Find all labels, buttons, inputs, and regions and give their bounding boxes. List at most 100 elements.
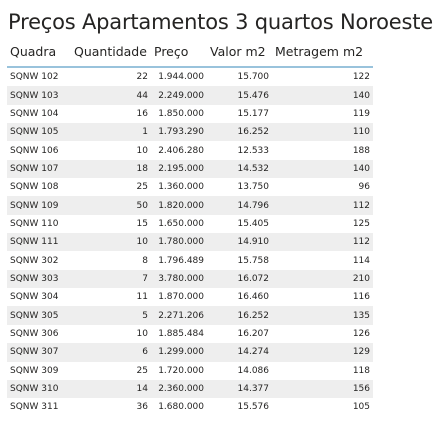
- table-row[interactable]: SQNW 311 36 1.680.000 15.576 105: [7, 398, 373, 416]
- cell-metragem-m2: 156: [272, 379, 373, 399]
- cell-quantidade: 25: [136, 182, 148, 193]
- cell-preco: 2.360.000: [151, 379, 207, 399]
- table-row[interactable]: SQNW 111 10 1.780.000 14.910 112: [7, 233, 373, 252]
- cell-preco: 2.249.000: [151, 86, 207, 105]
- cell-quantidade: 10: [136, 145, 148, 156]
- cell-valor-m2: 14.377: [207, 379, 272, 399]
- table-row[interactable]: SQNW 304 11 1.870.000 16.460 116: [7, 288, 373, 306]
- column-header-quantidade[interactable]: Quantidade: [71, 37, 151, 68]
- cell-quadra: SQNW 106: [10, 145, 59, 156]
- cell-quadra: SQNW 103: [7, 86, 71, 105]
- cell-metragem-m2: 116: [352, 292, 370, 303]
- cell-valor-m2: 15.177: [237, 108, 270, 119]
- cell-valor-m2: 14.086: [237, 365, 270, 376]
- cell-quantidade: 44: [71, 86, 151, 105]
- cell-metragem-m2: 140: [272, 159, 373, 179]
- cell-quadra: SQNW 102: [10, 72, 59, 83]
- table-row[interactable]: SQNW 105 1 1.793.290 16.252 110: [7, 123, 373, 142]
- cell-quadra: SQNW 311: [10, 402, 59, 413]
- cell-quadra: SQNW 107: [7, 159, 71, 179]
- cell-quadra: SQNW 105: [7, 123, 71, 142]
- cell-metragem-m2: 105: [352, 402, 370, 413]
- table-row[interactable]: SQNW 307 6 1.299.000 14.274 129: [7, 343, 373, 362]
- cell-quadra: SQNW 110: [10, 218, 59, 229]
- column-header-quadra[interactable]: Quadra: [7, 37, 71, 68]
- cell-quadra: SQNW 305: [7, 306, 71, 325]
- cell-valor-m2: 16.252: [207, 123, 272, 142]
- cell-preco: 3.780.000: [151, 269, 207, 289]
- cell-quantidade: 36: [136, 402, 148, 413]
- cell-valor-m2: 15.576: [237, 402, 270, 413]
- cell-quantidade: 22: [136, 72, 148, 83]
- cell-quadra: SQNW 304: [10, 292, 59, 303]
- table-row[interactable]: SQNW 306 10 1.885.484 16.207 126: [7, 325, 373, 343]
- cell-preco: 1.650.000: [158, 218, 204, 229]
- cell-metragem-m2: 125: [352, 218, 370, 229]
- cell-quadra: SQNW 307: [7, 343, 71, 362]
- cell-valor-m2: 15.700: [237, 72, 270, 83]
- cell-preco: 1.944.000: [158, 72, 204, 83]
- cell-quantidade: 10: [71, 233, 151, 252]
- cell-quantidade: 16: [136, 108, 148, 119]
- cell-preco: 1.793.290: [151, 123, 207, 142]
- cell-quantidade: 8: [142, 255, 148, 266]
- cell-quadra: SQNW 111: [7, 233, 71, 252]
- cell-quantidade: 10: [136, 328, 148, 339]
- cell-metragem-m2: 112: [272, 233, 373, 252]
- cell-quadra: SQNW 310: [7, 379, 71, 399]
- table-row[interactable]: SQNW 110 15 1.650.000 15.405 125: [7, 215, 373, 233]
- cell-quantidade: 25: [136, 365, 148, 376]
- cell-preco: 1.820.000: [151, 196, 207, 215]
- cell-quadra: SQNW 108: [10, 182, 59, 193]
- data-table: Quadra Quantidade Preço Valor m2 Metrage…: [7, 37, 373, 417]
- table-row[interactable]: SQNW 305 5 2.271.206 16.252 135: [7, 306, 373, 325]
- page-title: Preços Apartamentos 3 quartos Noroeste: [8, 10, 433, 34]
- column-header-valor-m2[interactable]: Valor m2: [207, 37, 272, 68]
- cell-metragem-m2: 188: [352, 145, 370, 156]
- cell-valor-m2: 16.072: [207, 269, 272, 289]
- cell-preco: 1.780.000: [151, 233, 207, 252]
- cell-valor-m2: 15.405: [237, 218, 270, 229]
- cell-preco: 1.870.000: [158, 292, 204, 303]
- cell-preco: 1.299.000: [151, 343, 207, 362]
- cell-quadra: SQNW 303: [7, 269, 71, 289]
- cell-preco: 1.680.000: [158, 402, 204, 413]
- table-row[interactable]: SQNW 309 25 1.720.000 14.086 118: [7, 362, 373, 380]
- table-row[interactable]: SQNW 103 44 2.249.000 15.476 140: [7, 86, 373, 105]
- cell-valor-m2: 15.758: [237, 255, 270, 266]
- table-row[interactable]: SQNW 107 18 2.195.000 14.532 140: [7, 159, 373, 179]
- cell-metragem-m2: 112: [272, 196, 373, 215]
- table-row[interactable]: SQNW 303 7 3.780.000 16.072 210: [7, 269, 373, 289]
- column-header-preco[interactable]: Preço: [151, 37, 207, 68]
- cell-preco: 1.360.000: [158, 182, 204, 193]
- table-row[interactable]: SQNW 102 22 1.944.000 15.700 122: [7, 67, 373, 86]
- cell-metragem-m2: 110: [272, 123, 373, 142]
- table-row[interactable]: SQNW 106 10 2.406.280 12.533 188: [7, 141, 373, 159]
- table-row[interactable]: SQNW 108 25 1.360.000 13.750 96: [7, 178, 373, 196]
- cell-quadra: SQNW 309: [10, 365, 59, 376]
- cell-metragem-m2: 118: [352, 365, 370, 376]
- cell-valor-m2: 13.750: [237, 182, 270, 193]
- cell-quantidade: 5: [71, 306, 151, 325]
- cell-quadra: SQNW 306: [10, 328, 59, 339]
- cell-valor-m2: 14.910: [207, 233, 272, 252]
- cell-valor-m2: 14.274: [207, 343, 272, 362]
- table-row[interactable]: SQNW 302 8 1.796.489 15.758 114: [7, 251, 373, 269]
- cell-quantidade: 1: [71, 123, 151, 142]
- table-row[interactable]: SQNW 104 16 1.850.000 15.177 119: [7, 105, 373, 123]
- cell-quantidade: 15: [136, 218, 148, 229]
- cell-quadra: SQNW 104: [10, 108, 59, 119]
- cell-metragem-m2: 119: [352, 108, 370, 119]
- cell-quadra: SQNW 302: [10, 255, 59, 266]
- cell-quantidade: 7: [71, 269, 151, 289]
- table-row[interactable]: SQNW 310 14 2.360.000 14.377 156: [7, 379, 373, 399]
- table-header-row: Quadra Quantidade Preço Valor m2 Metrage…: [7, 37, 373, 68]
- cell-preco: 1.850.000: [158, 108, 204, 119]
- cell-metragem-m2: 114: [352, 255, 370, 266]
- table-row[interactable]: SQNW 109 50 1.820.000 14.796 112: [7, 196, 373, 215]
- cell-valor-m2: 16.460: [237, 292, 270, 303]
- column-header-metragem-m2[interactable]: Metragem m2: [272, 37, 373, 68]
- cell-preco: 2.195.000: [151, 159, 207, 179]
- cell-metragem-m2: 122: [352, 72, 370, 83]
- cell-preco: 1.885.484: [158, 328, 204, 339]
